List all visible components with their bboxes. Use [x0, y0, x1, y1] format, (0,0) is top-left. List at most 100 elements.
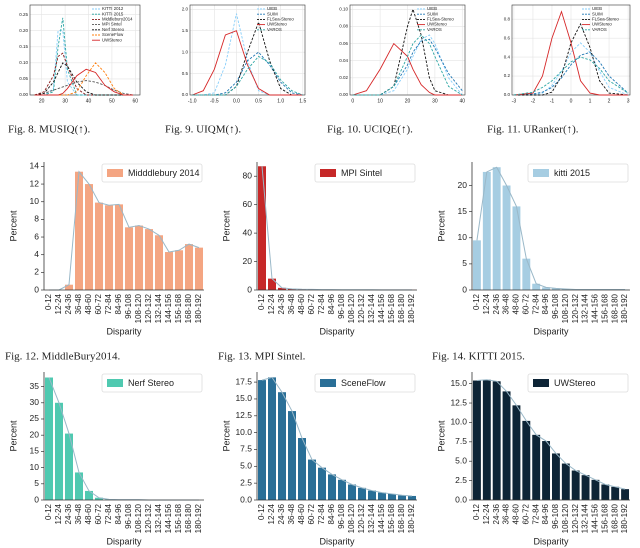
bar — [522, 258, 531, 290]
figure-caption: Fig. 12. MiddleBury2014. — [5, 351, 120, 363]
x-tick-label: 156-168 — [600, 293, 609, 323]
y-tick-label: 0.20 — [19, 28, 28, 33]
x-tick-label: 20 — [405, 98, 411, 104]
x-tick-label: 132-144 — [367, 293, 376, 323]
x-tick-label: 0-12 — [44, 293, 53, 310]
legend-label: KITTI 2015 — [102, 11, 124, 16]
legend-label: Midddlebury 2014 — [128, 168, 200, 178]
x-tick-label: 12-24 — [267, 293, 276, 314]
x-tick-label: 180-192 — [620, 503, 629, 533]
y-tick-label: 17.5 — [235, 376, 252, 386]
x-tick-label: -2 — [531, 98, 536, 104]
legend-label: SUIM — [592, 11, 603, 16]
x-tick-label: 72-84 — [531, 503, 540, 524]
legend-swatch — [320, 379, 336, 387]
y-tick-label: 20 — [243, 256, 253, 266]
y-tick-label: 6 — [34, 231, 39, 241]
bar — [581, 475, 590, 500]
trend-line — [261, 166, 412, 291]
bar — [542, 441, 551, 500]
legend-box — [527, 163, 629, 183]
bar — [258, 166, 266, 290]
x-tick-label: 120-132 — [357, 503, 366, 533]
x-tick-label: 120-132 — [357, 293, 366, 323]
bar — [358, 487, 366, 500]
bar — [532, 434, 541, 500]
bar — [75, 171, 83, 290]
y-tick-label: 8 — [34, 214, 39, 224]
bar — [185, 244, 193, 290]
plot-frame — [189, 4, 306, 96]
legend-label: Nerf Stereo — [128, 378, 174, 388]
x-tick-label: 60-72 — [307, 293, 316, 314]
x-tick-label: 168-180 — [397, 293, 406, 323]
x-axis-label: Disparity — [106, 536, 142, 546]
x-tick-label: 24-36 — [492, 503, 501, 524]
bar — [288, 288, 296, 290]
bar — [115, 204, 123, 290]
x-tick-label: 120-132 — [144, 503, 153, 533]
x-tick-label: 84-96 — [327, 293, 336, 314]
bar — [105, 205, 113, 290]
density-line — [513, 10, 629, 96]
y-tick-label: 14 — [30, 161, 40, 171]
y-tick-label: 20 — [458, 180, 468, 190]
y-tick-label: 0.0 — [504, 92, 511, 97]
x-tick-label: 144-156 — [377, 503, 386, 533]
bar — [482, 379, 491, 500]
density-line — [513, 42, 629, 96]
x-tick-label: 36-48 — [287, 503, 296, 524]
density-line — [352, 7, 463, 96]
x-tick-label: 120-132 — [571, 503, 580, 533]
y-tick-label: 1.5 — [182, 28, 189, 33]
y-tick-label: 0.2 — [504, 73, 511, 78]
density-line — [192, 20, 303, 96]
bar — [95, 202, 103, 290]
legend-box — [101, 373, 203, 393]
x-tick-label: 108-120 — [347, 503, 356, 533]
x-tick-label: 0-12 — [472, 293, 481, 310]
bar — [55, 402, 63, 500]
legend-box — [314, 163, 416, 183]
y-tick-label: 12 — [30, 178, 40, 188]
bar — [65, 284, 73, 290]
x-tick-label: 72-84 — [104, 503, 113, 524]
y-tick-label: 20 — [30, 429, 40, 439]
x-tick-label: 84-96 — [114, 503, 123, 524]
bar — [195, 247, 203, 290]
legend-label: VAROS — [592, 27, 607, 32]
x-tick-label: 144-156 — [164, 293, 173, 323]
y-tick-label: 0.8 — [504, 16, 511, 21]
bar — [75, 472, 83, 500]
y-tick-label: 0.0 — [182, 92, 189, 97]
y-tick-label: 0.00 — [19, 92, 28, 97]
x-tick-label: 156-168 — [387, 293, 396, 323]
x-tick-label: 168-180 — [184, 293, 193, 323]
x-tick-label: 48-60 — [297, 293, 306, 314]
x-tick-label: 0 — [570, 98, 573, 104]
y-tick-label: 10 — [30, 462, 40, 472]
y-axis-label: Percent — [221, 210, 231, 242]
bar — [502, 391, 511, 500]
x-tick-label: 144-156 — [591, 293, 600, 323]
bar — [145, 229, 153, 290]
legend-swatch — [107, 379, 123, 387]
bar — [512, 206, 521, 290]
y-tick-label: 5 — [34, 478, 39, 488]
y-tick-label: 10 — [458, 232, 468, 242]
x-tick-label: 144-156 — [377, 293, 386, 323]
x-tick-label: 0 — [351, 98, 354, 104]
x-tick-label: 48-60 — [512, 293, 521, 314]
legend-label: UWStereo — [267, 22, 287, 27]
x-tick-label: 24-36 — [64, 293, 73, 314]
density-line — [34, 62, 133, 96]
density-line — [34, 52, 133, 96]
x-tick-label: 96-108 — [337, 503, 346, 528]
y-axis-label: Percent — [436, 210, 446, 242]
y-tick-label: 0 — [34, 494, 39, 504]
legend-label: SUIM — [427, 11, 438, 16]
x-tick-label: 168-180 — [610, 503, 619, 533]
y-tick-label: 25 — [30, 413, 40, 423]
x-tick-label: 24-36 — [64, 503, 73, 524]
legend-swatch — [320, 169, 336, 177]
